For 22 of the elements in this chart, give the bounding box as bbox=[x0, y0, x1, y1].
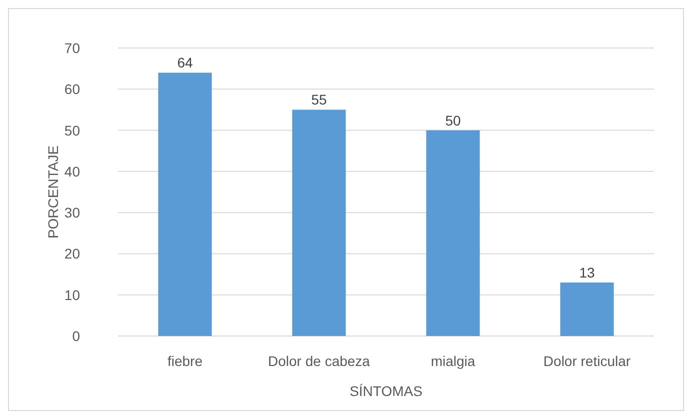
bar bbox=[426, 130, 480, 336]
x-tick-label: Dolor reticular bbox=[543, 353, 631, 369]
x-tick-label: fiebre bbox=[167, 353, 203, 369]
y-tick-label: 20 bbox=[64, 246, 80, 262]
y-tick-label: 60 bbox=[64, 81, 80, 98]
data-label: 50 bbox=[445, 112, 461, 128]
y-tick-label: 70 bbox=[64, 40, 80, 56]
bar bbox=[158, 72, 212, 336]
data-label: 55 bbox=[311, 92, 327, 108]
y-tick-label: 40 bbox=[64, 163, 80, 180]
x-tick-label: Dolor de cabeza bbox=[268, 353, 370, 369]
y-tick-label: 30 bbox=[64, 204, 80, 221]
x-tick-label: mialgia bbox=[430, 353, 476, 369]
y-tick-label: 0 bbox=[72, 328, 80, 344]
y-axis-title: PORCENTAJE bbox=[45, 145, 61, 239]
y-tick-label: 50 bbox=[64, 122, 80, 138]
data-label: 64 bbox=[177, 54, 193, 71]
bar bbox=[292, 110, 346, 336]
y-tick-label: 10 bbox=[64, 286, 80, 303]
bar bbox=[560, 282, 614, 336]
x-axis-title: SÍNTOMAS bbox=[350, 383, 422, 399]
data-label: 13 bbox=[579, 264, 595, 281]
